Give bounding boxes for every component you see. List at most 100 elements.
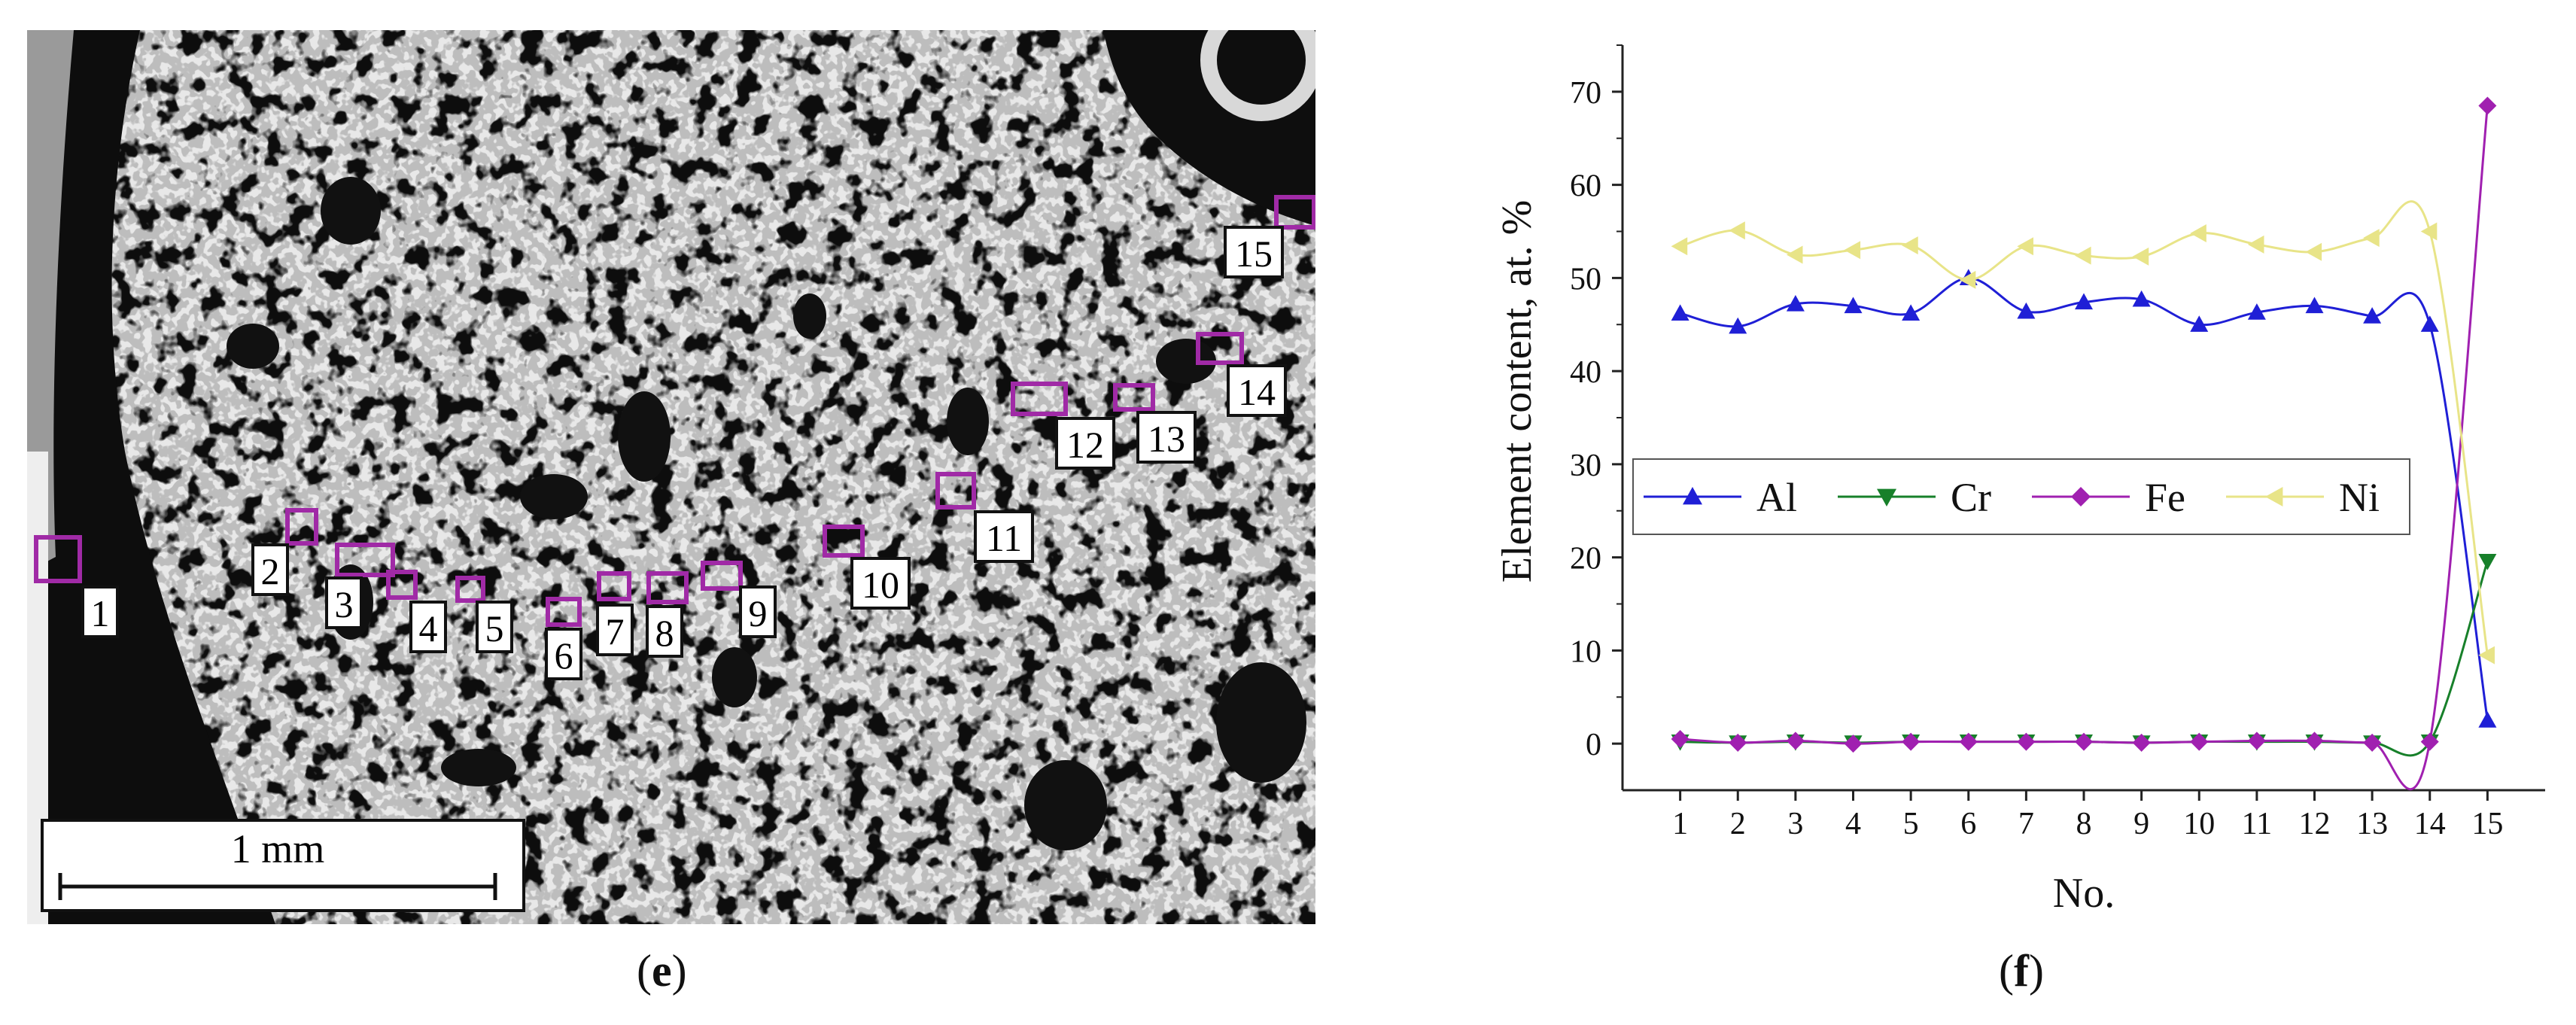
region-box-14: [1196, 332, 1244, 365]
point-fe-11: [2247, 731, 2266, 750]
edx-regions: [34, 195, 1315, 627]
scale-bar: 1 mm: [41, 819, 525, 912]
point-al-9: [2132, 290, 2151, 307]
region-label-6: 6: [555, 634, 573, 677]
x-tick-label-15: 15: [2471, 807, 2503, 841]
point-al-4: [1844, 297, 1863, 314]
y-tick-label-40: 40: [1570, 355, 1601, 390]
legend-label-fe: Fe: [2145, 475, 2185, 520]
region-box-1: [34, 535, 82, 583]
region-labels: 1 2 3 4 5 6 7 8 9 10 11 12 13 1: [81, 226, 1287, 680]
point-al-14: [2420, 315, 2439, 332]
point-al-3: [1786, 295, 1805, 312]
point-ni-11: [2247, 235, 2264, 254]
point-ni-13: [2363, 229, 2380, 248]
y-tick-label-50: 50: [1570, 262, 1601, 297]
point-fe-14: [2420, 732, 2439, 751]
x-tick-label-7: 7: [2018, 807, 2034, 841]
point-ni-2: [1729, 221, 1745, 240]
x-tick-label-11: 11: [2242, 807, 2272, 841]
point-fe-10: [2190, 732, 2209, 751]
point-ni-7: [2017, 237, 2033, 256]
point-al-8: [2075, 293, 2093, 310]
region-box-8: [646, 571, 689, 604]
series-line-ni: [1680, 200, 2489, 655]
point-al-7: [2017, 302, 2036, 319]
y-tick-label-20: 20: [1570, 542, 1601, 576]
point-al-5: [1902, 304, 1921, 321]
series-line-cr: [1680, 561, 2489, 757]
point-al-13: [2363, 307, 2382, 324]
x-tick-label-13: 13: [2356, 807, 2388, 841]
point-ni-12: [2305, 242, 2322, 261]
series-line-al: [1680, 276, 2489, 721]
point-ni-8: [2075, 246, 2091, 265]
region-label-10: 10: [862, 564, 899, 606]
point-al-1: [1671, 304, 1689, 321]
x-axis-label: No.: [2053, 870, 2115, 917]
legend-label-ni: Ni: [2339, 475, 2380, 520]
region-label-12: 12: [1066, 424, 1104, 466]
x-tick-label-12: 12: [2299, 807, 2331, 841]
micrograph-svg: 1 2 3 4 5 6 7 8 9 10 11 12 13 1: [27, 30, 1315, 924]
point-fe-3: [1786, 731, 1805, 750]
region-label-4: 4: [419, 607, 438, 649]
y-tick-label-30: 30: [1570, 449, 1601, 483]
y-tick-label-0: 0: [1586, 728, 1601, 762]
region-label-15: 15: [1235, 233, 1273, 275]
point-fe-4: [1844, 735, 1863, 753]
chart-legend: Al Cr Fe Ni: [1632, 458, 2410, 535]
chart-series: [1671, 96, 2497, 791]
x-tick-label-2: 2: [1730, 807, 1746, 841]
y-tick-label-10: 10: [1570, 634, 1601, 669]
region-label-7: 7: [606, 610, 625, 652]
region-box-9: [701, 561, 743, 591]
region-label-11: 11: [986, 517, 1022, 559]
edge-layer: [27, 30, 74, 572]
point-ni-1: [1671, 237, 1688, 256]
region-label-3: 3: [335, 583, 354, 625]
region-box-11: [935, 472, 976, 509]
point-al-15: [2478, 711, 2497, 728]
point-fe-1: [1671, 729, 1689, 748]
x-tick-label-5: 5: [1903, 807, 1919, 841]
point-fe-5: [1902, 732, 1921, 751]
x-tick-label-10: 10: [2183, 807, 2215, 841]
x-tick-label-14: 14: [2414, 807, 2446, 841]
point-ni-6: [1959, 270, 1976, 289]
point-fe-9: [2132, 733, 2151, 752]
region-box-5: [455, 576, 485, 603]
scale-bar-label: 1 mm: [231, 826, 325, 871]
chart-axes: [1621, 45, 2545, 792]
region-label-14: 14: [1238, 371, 1276, 413]
point-cr-15: [2478, 553, 2497, 570]
point-al-12: [2305, 297, 2324, 314]
legend-marker-cr: [1877, 488, 1896, 506]
substrate-edge: [27, 452, 48, 924]
region-label-9: 9: [749, 592, 768, 634]
micrograph-image: 1 2 3 4 5 6 7 8 9 10 11 12 13 1: [27, 30, 1315, 924]
legend-label-cr: Cr: [1951, 475, 1991, 520]
y-tick-label-70: 70: [1570, 76, 1601, 111]
region-label-2: 2: [261, 550, 280, 592]
point-ni-4: [1844, 241, 1861, 260]
caption-e: (e): [637, 946, 687, 996]
point-fe-8: [2075, 732, 2093, 751]
legend-box: [1632, 458, 2410, 535]
y-tick-label-60: 60: [1570, 169, 1601, 204]
region-box-12: [1011, 382, 1068, 416]
x-tick-label-9: 9: [2133, 807, 2149, 841]
point-al-2: [1729, 317, 1747, 334]
pore-texture: [27, 30, 1315, 924]
point-ni-10: [2190, 224, 2206, 242]
point-fe-13: [2363, 733, 2382, 752]
x-tick-label-3: 3: [1787, 807, 1803, 841]
caption-f: (f): [1999, 946, 2044, 996]
region-label-5: 5: [485, 607, 504, 649]
point-ni-15: [2478, 646, 2495, 665]
region-box-13: [1113, 383, 1155, 412]
point-fe-2: [1729, 733, 1747, 752]
region-box-10: [823, 525, 865, 558]
